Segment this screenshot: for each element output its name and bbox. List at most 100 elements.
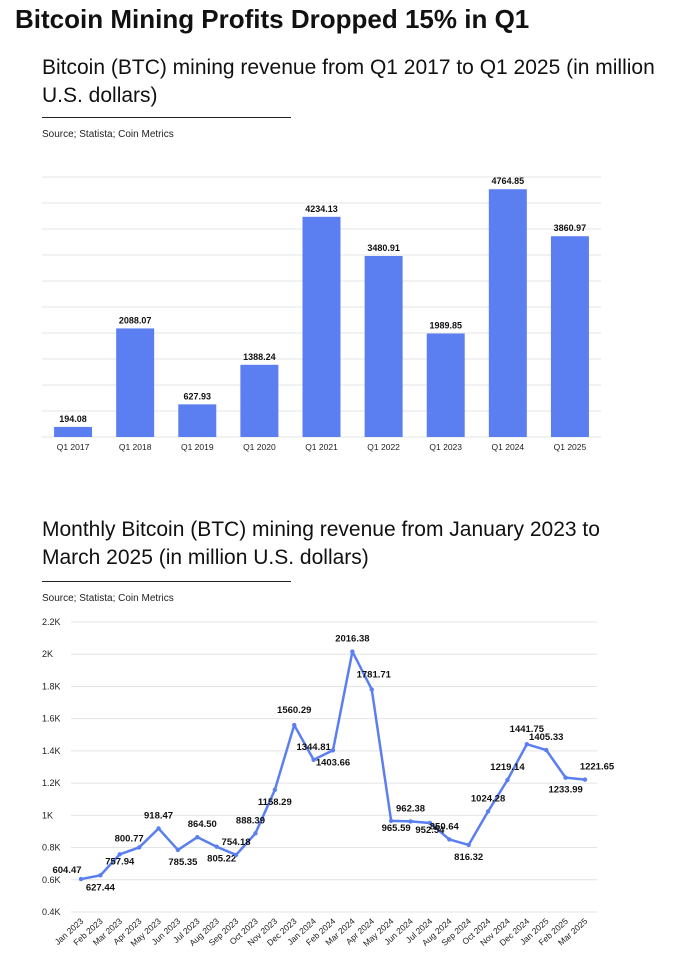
data-point bbox=[78, 876, 84, 882]
data-label: 952.54 bbox=[415, 825, 445, 836]
data-label: 1388.24 bbox=[243, 352, 276, 362]
x-tick-label: Q1 2023 bbox=[429, 442, 462, 452]
data-point bbox=[156, 826, 161, 831]
data-label: 4764.85 bbox=[492, 176, 525, 186]
y-tick-label: 0.8K bbox=[42, 843, 61, 853]
y-tick-label: 1.8K bbox=[42, 681, 61, 691]
data-label: 800.77 bbox=[115, 833, 144, 844]
data-label: 1024.28 bbox=[471, 793, 505, 804]
y-tick-label: 1.6K bbox=[42, 714, 61, 724]
y-tick-label: 0.4K bbox=[42, 907, 61, 917]
x-tick-label: Q1 2018 bbox=[119, 442, 152, 452]
bar bbox=[488, 189, 527, 437]
data-point bbox=[272, 787, 278, 793]
data-point bbox=[292, 722, 297, 728]
bar bbox=[550, 236, 589, 437]
data-point bbox=[350, 649, 355, 654]
data-label: 4234.13 bbox=[305, 204, 338, 214]
data-label: 627.44 bbox=[86, 882, 116, 893]
y-tick-label: 0.6K bbox=[42, 875, 61, 885]
data-label: 627.93 bbox=[184, 391, 212, 401]
data-label: 888.39 bbox=[236, 815, 265, 826]
data-label: 1560.29 bbox=[277, 705, 311, 716]
data-label: 3480.91 bbox=[367, 243, 400, 253]
bar-chart-source: Source; Statista; Coin Metrics bbox=[42, 129, 174, 140]
data-point bbox=[582, 777, 588, 782]
headline: Bitcoin Mining Profits Dropped 15% in Q1 bbox=[15, 4, 530, 34]
data-point bbox=[195, 834, 200, 840]
data-label: 1781.71 bbox=[357, 669, 392, 680]
data-point bbox=[311, 757, 316, 762]
data-point bbox=[466, 842, 471, 848]
data-point bbox=[253, 831, 258, 836]
x-tick-label: Q1 2017 bbox=[57, 442, 90, 452]
x-tick-label: Q1 2022 bbox=[367, 442, 400, 452]
data-point bbox=[563, 775, 568, 780]
data-point bbox=[136, 845, 142, 850]
data-label: 194.08 bbox=[59, 414, 87, 424]
data-label: 850.64 bbox=[430, 821, 460, 832]
x-tick-label: Q1 2020 bbox=[243, 442, 276, 452]
data-point bbox=[485, 809, 491, 814]
data-point bbox=[117, 852, 122, 857]
data-label: 965.59 bbox=[382, 823, 411, 834]
bar bbox=[240, 364, 279, 437]
data-label: 918.47 bbox=[144, 810, 173, 821]
data-point bbox=[427, 820, 433, 826]
data-label: 1989.85 bbox=[429, 321, 462, 331]
bar bbox=[54, 426, 93, 437]
data-label: 604.47 bbox=[52, 865, 81, 876]
data-label: 2088.07 bbox=[119, 315, 152, 325]
data-label: 1221.65 bbox=[580, 762, 615, 773]
bar bbox=[116, 328, 155, 437]
bar-chart: 194.08 Q1 2017 2088.07 Q1 2018 627.93 Q1 2019… bbox=[42, 176, 601, 452]
bar bbox=[302, 216, 341, 437]
title-divider bbox=[42, 117, 291, 118]
data-point bbox=[330, 748, 336, 753]
line-chart-title: Monthly Bitcoin (BTC) mining revenue fro… bbox=[42, 518, 600, 569]
bar bbox=[178, 404, 217, 437]
data-label: 1158.29 bbox=[258, 797, 292, 808]
y-tick-label: 1.4K bbox=[42, 746, 61, 756]
data-point bbox=[369, 687, 374, 692]
x-tick-label: Q1 2019 bbox=[181, 442, 214, 452]
data-label: 1219.14 bbox=[490, 762, 525, 773]
line-chart-source: Source; Statista; Coin Metrics bbox=[42, 593, 174, 604]
y-tick-label: 2.2K bbox=[42, 617, 61, 627]
data-label: 785.35 bbox=[168, 857, 198, 868]
data-label: 1233.99 bbox=[548, 785, 582, 796]
data-point bbox=[175, 847, 181, 853]
x-tick-label: Q1 2024 bbox=[492, 442, 525, 452]
data-label: 754.18 bbox=[222, 837, 251, 848]
data-point bbox=[447, 837, 452, 842]
bar bbox=[426, 333, 465, 437]
data-point bbox=[524, 741, 530, 747]
data-label: 805.22 bbox=[207, 854, 236, 865]
data-label: 816.32 bbox=[454, 852, 483, 863]
data-label: 2016.38 bbox=[335, 634, 369, 645]
line-chart: 0.4K 0.6K 0.8K 1K 1.2K 1.4K 1.6K 1.8K 2K 2.2K 604.… bbox=[42, 617, 615, 948]
title-divider bbox=[42, 581, 291, 582]
data-point bbox=[408, 819, 413, 824]
data-label: 757.94 bbox=[105, 856, 135, 867]
y-tick-label: 1K bbox=[42, 810, 53, 820]
data-label: 1441.75 bbox=[510, 724, 545, 735]
data-point bbox=[544, 747, 549, 753]
y-tick-label: 1.2K bbox=[42, 778, 61, 788]
x-tick-label: Q1 2021 bbox=[305, 442, 338, 452]
data-label: 1405.33 bbox=[529, 732, 563, 743]
data-label: 962.38 bbox=[396, 803, 425, 814]
data-point bbox=[214, 844, 219, 849]
bar-chart-title: Bitcoin (BTC) mining revenue from Q1 201… bbox=[42, 56, 655, 107]
data-point bbox=[233, 852, 239, 858]
data-label: 1344.81 bbox=[296, 742, 331, 753]
data-label: 3860.97 bbox=[554, 223, 587, 233]
data-label: 1403.66 bbox=[316, 757, 350, 768]
x-tick-label: Q1 2025 bbox=[554, 442, 587, 452]
data-point bbox=[388, 818, 394, 824]
y-tick-label: 2K bbox=[42, 649, 53, 659]
data-label: 864.50 bbox=[188, 819, 217, 830]
data-point bbox=[98, 873, 103, 878]
data-point bbox=[505, 777, 510, 783]
bar bbox=[364, 255, 403, 437]
